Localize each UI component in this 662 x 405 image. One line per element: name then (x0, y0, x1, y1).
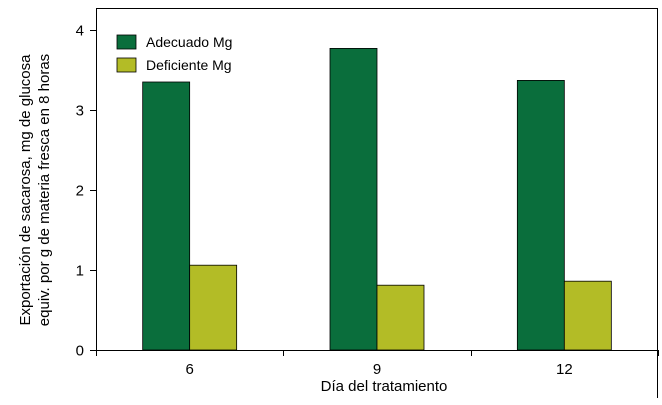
x-tick-label: 6 (185, 361, 193, 378)
y-tick-label: 3 (76, 103, 84, 120)
bar-deficiente-12 (563, 280, 612, 351)
bar-adecuado-6 (142, 81, 191, 351)
y-tick-label: 1 (76, 263, 84, 280)
y-axis-label-line-2: equiv. por g de materia fresca en 8 hora… (36, 54, 53, 326)
bar-deficiente-6 (189, 264, 238, 351)
y-axis-label-line-1: Exportación de sacarosa, mg de glucosa (17, 54, 34, 326)
y-tick-label: 0 (76, 343, 84, 360)
bar-adecuado-9 (329, 48, 378, 351)
bars-group (142, 48, 612, 351)
x-axis-label: Día del tratamiento (321, 378, 448, 395)
bar-adecuado-12 (516, 80, 565, 351)
legend-label-adecuado: Adecuado Mg (146, 34, 232, 50)
legend-swatch-deficiente (116, 57, 137, 73)
y-tick-label: 4 (76, 23, 84, 40)
x-axis-ticks: 6 9 12 (96, 350, 659, 378)
legend-label-deficiente: Deficiente Mg (146, 57, 232, 73)
bar-deficiente-9 (376, 284, 425, 351)
y-axis-ticks: 0 1 2 3 4 (76, 23, 96, 360)
x-tick-label: 12 (556, 361, 573, 378)
y-tick-label: 2 (76, 183, 84, 200)
legend-swatch-adecuado (116, 34, 137, 50)
legend: Adecuado Mg Deficiente Mg (116, 34, 232, 73)
x-tick-label: 9 (373, 361, 381, 378)
